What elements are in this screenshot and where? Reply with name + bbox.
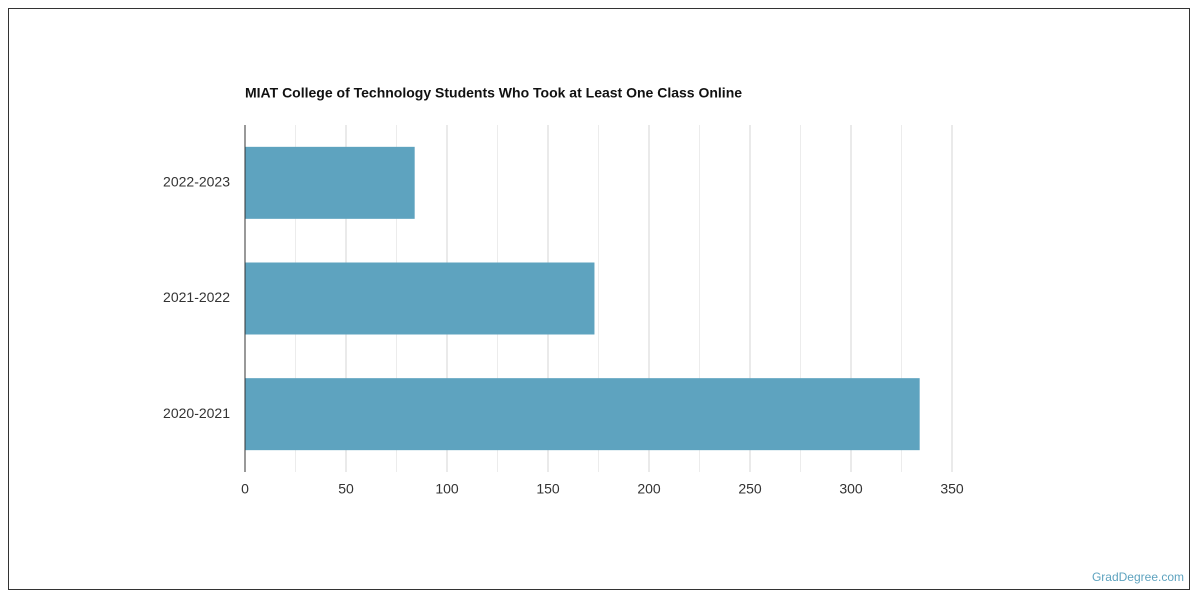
x-tick-label: 150 <box>536 481 560 497</box>
x-tick-label: 200 <box>637 481 661 497</box>
y-tick-label: 2021-2022 <box>163 289 230 305</box>
x-tick-label: 0 <box>241 481 249 497</box>
bar <box>245 378 920 451</box>
chart-title: MIAT College of Technology Students Who … <box>245 85 742 101</box>
bar <box>245 146 415 219</box>
y-tick-label: 2020-2021 <box>163 405 230 421</box>
watermark: GradDegree.com <box>1092 570 1184 584</box>
x-tick-label: 300 <box>839 481 863 497</box>
x-tick-label: 350 <box>940 481 964 497</box>
x-tick-label: 100 <box>435 481 459 497</box>
bar <box>245 262 595 335</box>
x-tick-label: 50 <box>338 481 354 497</box>
x-tick-label: 250 <box>738 481 762 497</box>
y-tick-label: 2022-2023 <box>163 174 230 190</box>
